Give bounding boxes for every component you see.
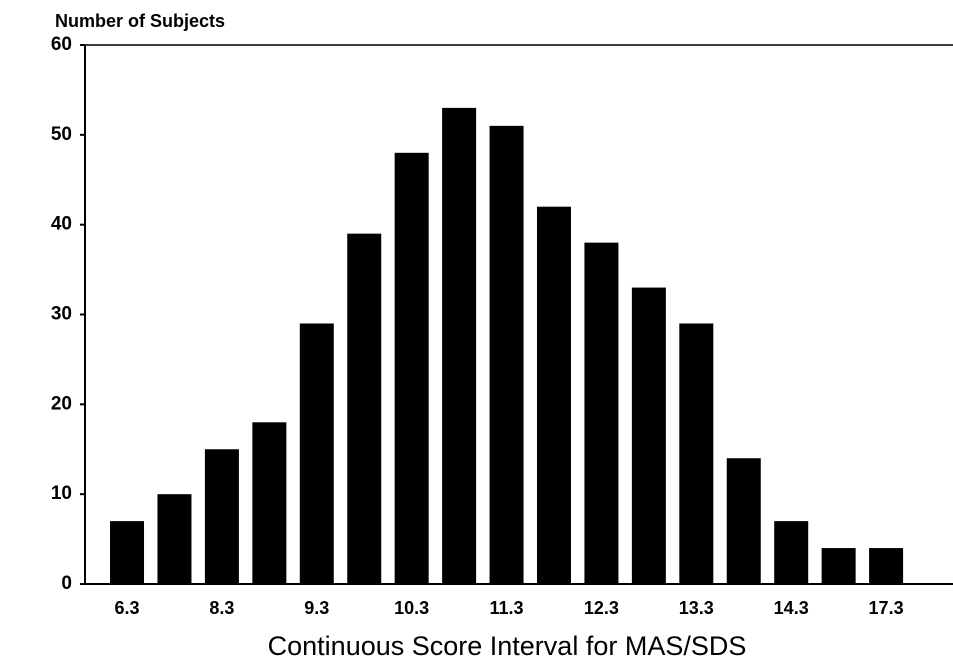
bar (204, 449, 239, 584)
bar (631, 287, 666, 584)
bar (584, 242, 619, 584)
bar (489, 125, 524, 584)
x-axis-label: Continuous Score Interval for MAS/SDS (268, 631, 747, 661)
bar (347, 233, 382, 584)
x-tick-label: 11.3 (490, 598, 524, 618)
bar (726, 458, 761, 584)
x-tick-label: 6.3 (115, 598, 140, 618)
x-tick-label: 17.3 (869, 598, 904, 618)
y-tick-label: 30 (51, 304, 72, 325)
bar (157, 494, 192, 584)
y-tick-label: 50 (51, 124, 72, 145)
bar (774, 521, 809, 584)
x-tick-label: 12.3 (584, 598, 619, 618)
bar (536, 206, 571, 584)
y-tick-label: 10 (51, 483, 72, 504)
bar (679, 323, 714, 584)
bar (869, 548, 904, 584)
x-tick-label: 14.3 (774, 598, 809, 618)
bar (442, 107, 477, 584)
y-tick-label: 20 (51, 393, 72, 414)
x-tick-label: 9.3 (304, 598, 329, 618)
x-tick-label: 13.3 (679, 598, 714, 618)
x-tick-label: 10.3 (394, 598, 429, 618)
y-tick-label: 40 (51, 214, 72, 235)
bar (110, 521, 145, 584)
x-tick-label: 8.3 (209, 598, 234, 618)
y-axis-label: Number of Subjects (55, 11, 225, 31)
bar (252, 422, 287, 584)
y-tick-label: 0 (61, 573, 72, 594)
bar (299, 323, 334, 584)
bar (821, 548, 856, 584)
y-tick-label: 60 (51, 34, 72, 55)
bar (394, 152, 429, 585)
